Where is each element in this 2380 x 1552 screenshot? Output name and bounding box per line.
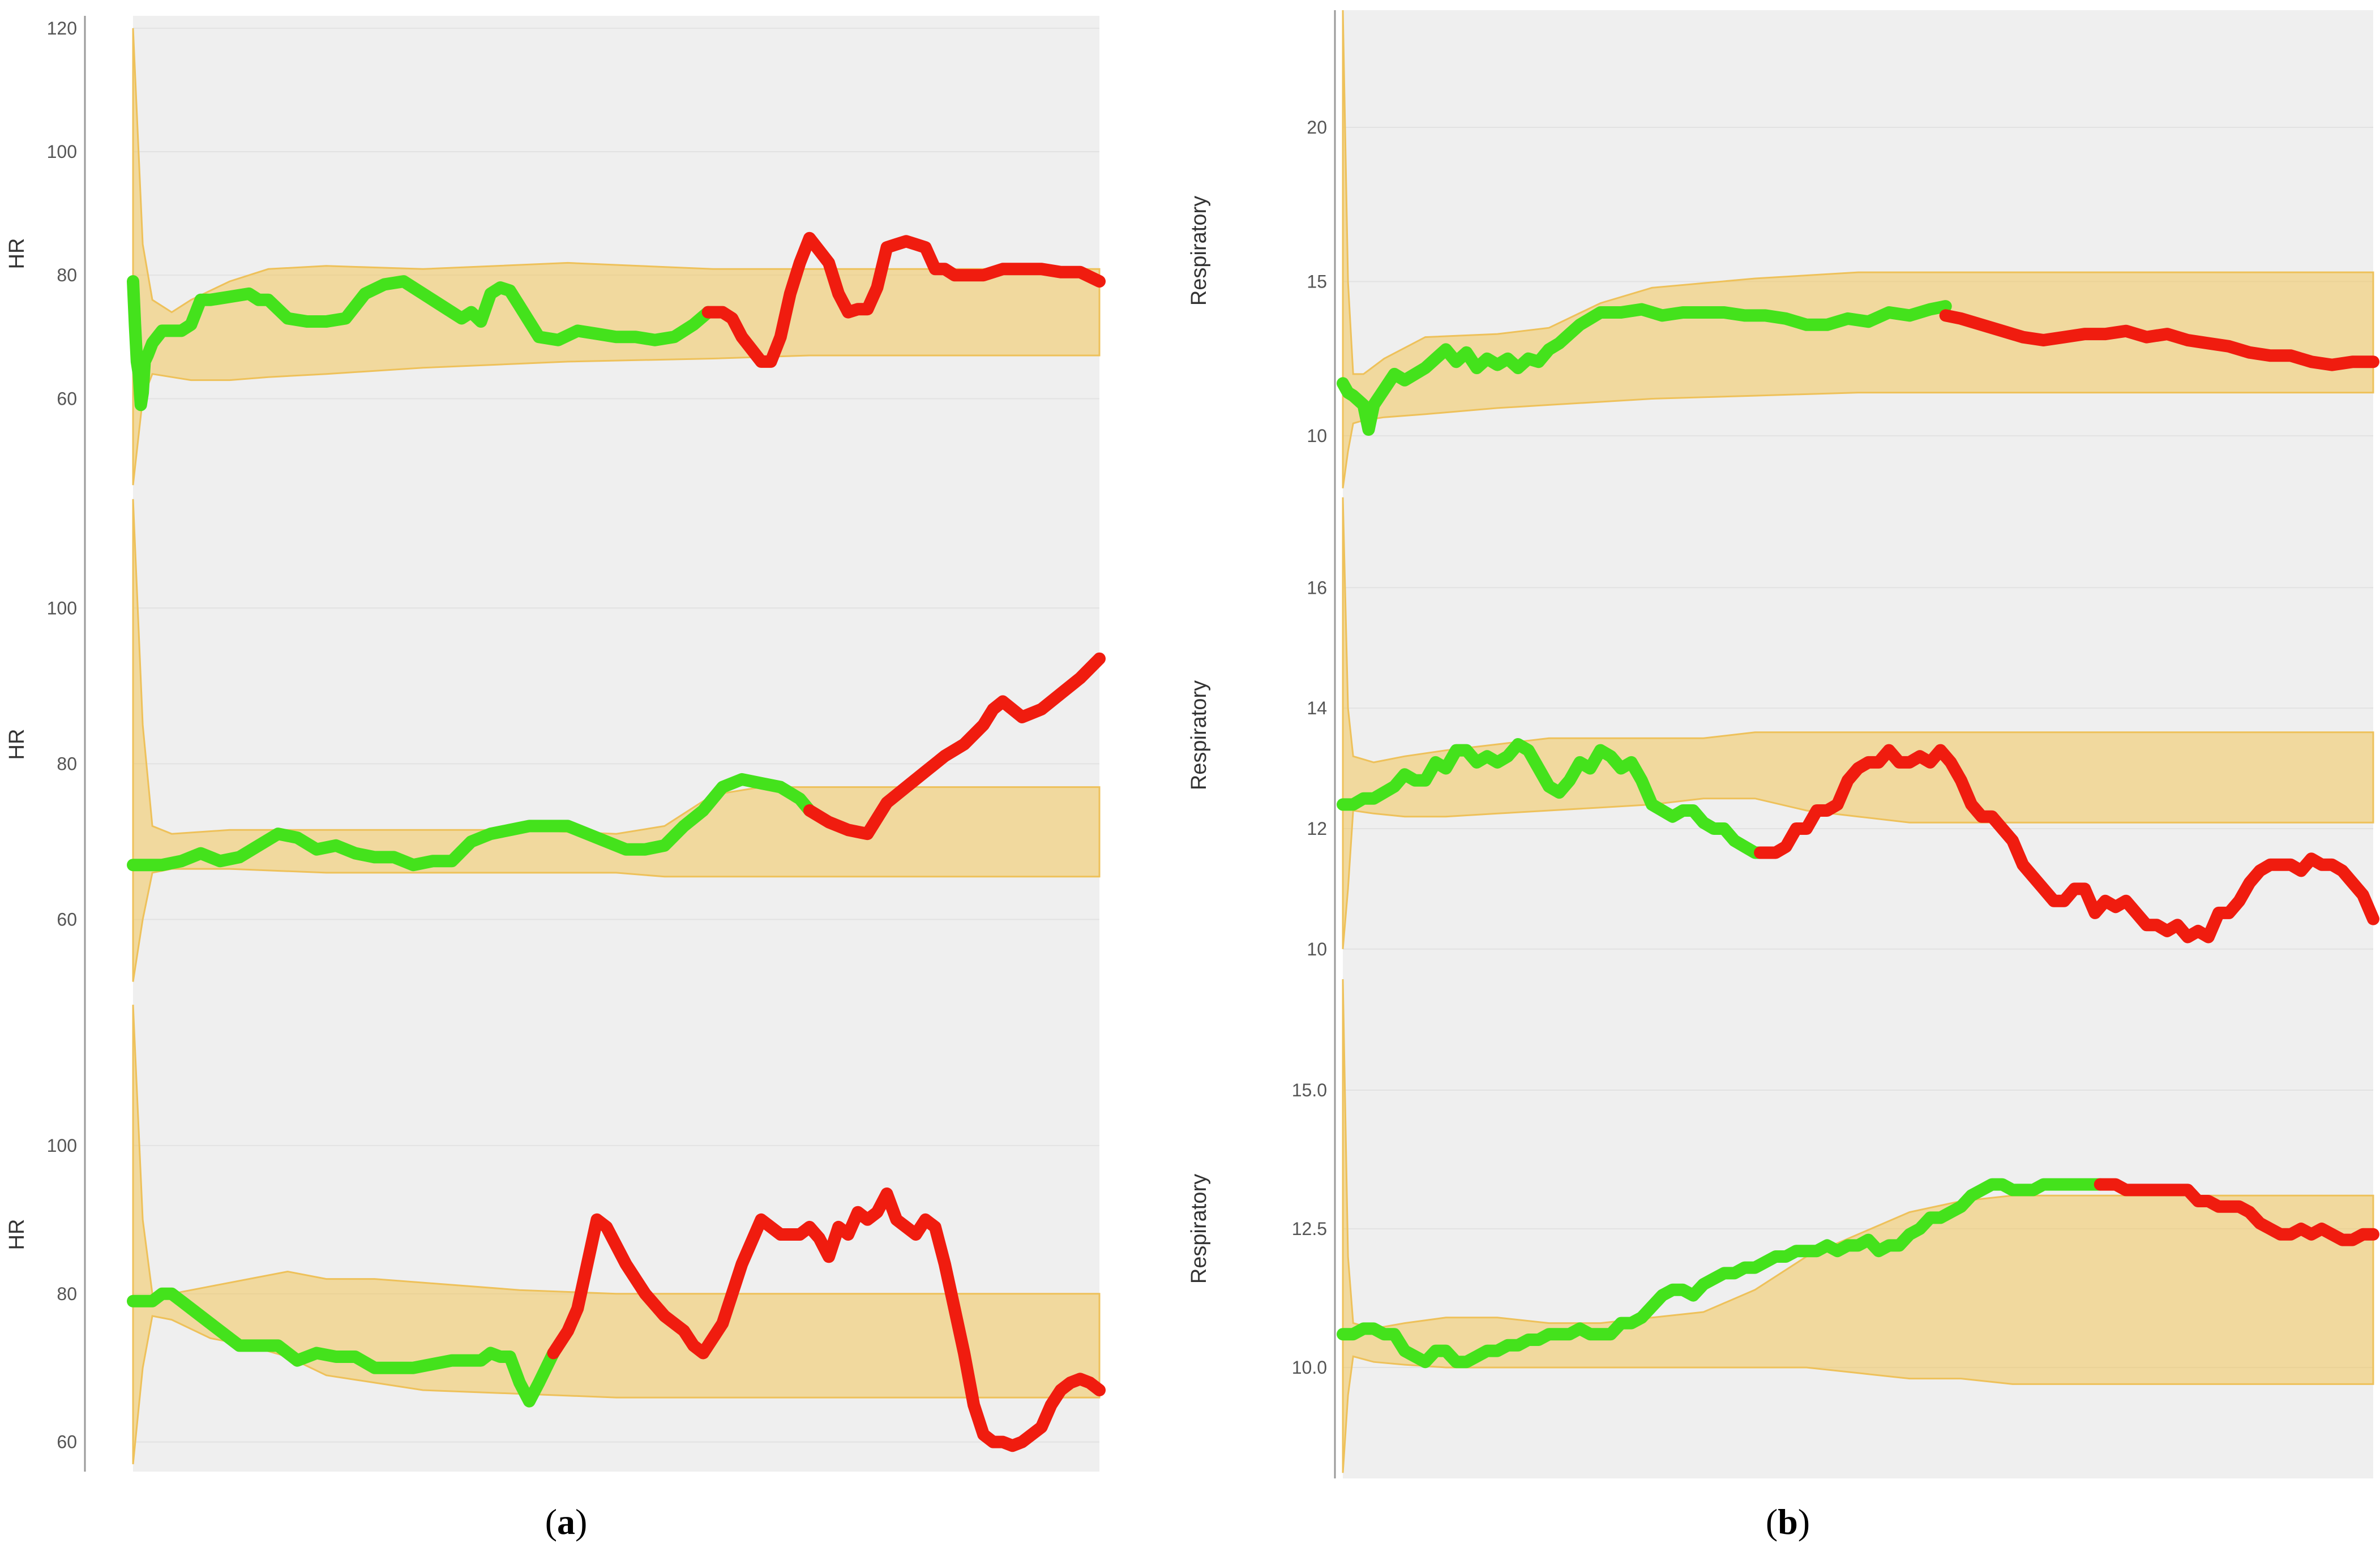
y-axis-label: Respiratory	[1187, 196, 1211, 306]
expected-range-band	[1342, 497, 2374, 949]
y-axis-label: Respiratory	[1187, 1174, 1211, 1284]
subplot-b-3: 10.0 12.5 15.0 Respiratory	[1187, 979, 2379, 1478]
y-tick-label: 60	[57, 1432, 77, 1452]
series-line-normal	[127, 275, 714, 411]
y-tick-label: 120	[47, 18, 77, 38]
subplot-a-3: 60 80 100 HR	[5, 997, 1106, 1472]
plot-background	[133, 16, 1099, 491]
series-line-anomaly	[1754, 744, 2379, 944]
expected-range-band	[1342, 979, 2374, 1473]
subplot-b-1: 10 15 20 Respiratory	[1187, 10, 2379, 491]
series-line-anomaly	[803, 652, 1106, 841]
series-line-anomaly	[701, 231, 1106, 368]
y-axis-label: HR	[5, 1219, 29, 1250]
y-tick-label: 80	[57, 753, 77, 774]
series-line-normal	[127, 773, 816, 872]
series-line-normal	[127, 1287, 560, 1408]
expected-range-band	[1342, 10, 2374, 488]
y-axis-label: Respiratory	[1187, 680, 1211, 790]
plot-background	[133, 491, 1099, 997]
series-line-anomaly	[1939, 309, 2379, 371]
panel-label-a: (a)	[545, 1502, 588, 1542]
plot-background	[1343, 10, 2373, 491]
series-line-anomaly	[2094, 1178, 2379, 1246]
y-axis-label: HR	[5, 729, 29, 760]
y-tick-label: 100	[47, 1135, 77, 1156]
y-axis-label: HR	[5, 238, 29, 269]
series-line-normal	[1337, 300, 1952, 436]
y-tick-label: 60	[57, 388, 77, 409]
y-tick-label: 100	[47, 142, 77, 162]
y-tick-label: 20	[1307, 117, 1327, 138]
y-tick-label: 15.0	[1292, 1080, 1327, 1100]
expected-range-band	[132, 28, 1101, 486]
y-tick-label: 10.0	[1292, 1357, 1327, 1378]
y-tick-label: 16	[1307, 577, 1327, 598]
y-tick-label: 60	[57, 909, 77, 929]
y-tick-label: 100	[47, 598, 77, 618]
subplot-a-1: 60 80 100 120 HR	[5, 16, 1106, 491]
y-tick-label: 10	[1307, 426, 1327, 446]
y-tick-label: 15	[1307, 271, 1327, 291]
y-tick-label: 10	[1307, 939, 1327, 959]
subplot-a-2: 60 80 100 HR	[5, 491, 1106, 997]
y-tick-label: 80	[57, 265, 77, 285]
series-line-normal	[1337, 738, 1767, 859]
series-line-anomaly	[547, 1187, 1106, 1452]
y-tick-label: 80	[57, 1284, 77, 1304]
subplot-b-2: 10 12 14 16 Respiratory	[1187, 491, 2379, 979]
series-line-normal	[1337, 1178, 2107, 1369]
y-tick-label: 12	[1307, 818, 1327, 839]
y-tick-label: 12.5	[1292, 1219, 1327, 1239]
y-tick-label: 14	[1307, 698, 1327, 718]
panel-label-b: (b)	[1766, 1502, 1810, 1542]
subplots: 60 80 100 120 HR 60 80 100 HR 60 80 100 HR 10 15 20 Resp…	[5, 10, 2379, 1478]
